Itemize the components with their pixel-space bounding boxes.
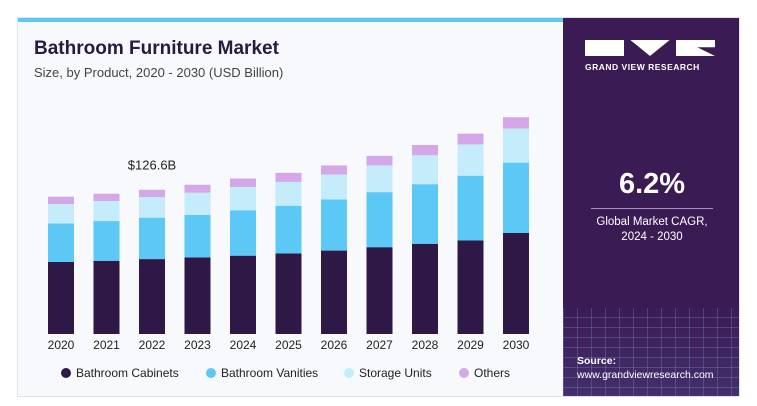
cagr-divider: [591, 208, 713, 209]
x-tick-2024: 2024: [230, 338, 257, 352]
logo-text: GRAND VIEW RESEARCH: [585, 62, 700, 72]
chart-card: Bathroom Furniture Market Size, by Produ…: [17, 17, 740, 397]
x-tick-2027: 2027: [366, 338, 393, 352]
bar-2022-cabinets: [139, 259, 165, 334]
bar-2020-cabinets: [48, 261, 74, 334]
bar-2023-others: [184, 184, 211, 193]
bar-2022-vanities: [139, 217, 165, 260]
bar-2030-storage: [503, 128, 529, 163]
bar-2026-others: [321, 165, 347, 175]
source-label: Source:: [577, 355, 617, 367]
chart-title: Bathroom Furniture Market: [34, 38, 279, 59]
x-tick-2020: 2020: [48, 338, 75, 352]
legend-label-cabinets: Bathroom Cabinets: [76, 366, 179, 380]
bar-2024-cabinets: [230, 255, 256, 334]
bar-2021-cabinets: [93, 260, 120, 334]
legend-label-storage: Storage Units: [359, 366, 432, 380]
cagr-value: 6.2%: [618, 168, 686, 200]
source-url: www.grandviewresearch.com: [577, 369, 714, 381]
x-tick-2028: 2028: [412, 338, 439, 352]
bar-2029-vanities: [457, 175, 484, 241]
bar-2026-storage: [321, 174, 347, 200]
bar-2029-others: [457, 133, 484, 145]
bar-2020-others: [48, 196, 74, 205]
bar-2028-vanities: [412, 184, 438, 244]
cagr-label-line2: 2024 - 2030: [621, 231, 683, 243]
info-panel: GRAND VIEW RESEARCH 6.2% Global Market C…: [563, 18, 739, 396]
legend-marker-others: [459, 368, 469, 378]
bar-2027-cabinets: [366, 247, 393, 334]
bar-2028-storage: [412, 155, 438, 185]
legend-label-others: Others: [474, 366, 510, 380]
bar-2027-vanities: [366, 192, 393, 248]
x-tick-2022: 2022: [139, 338, 166, 352]
bar-2024-vanities: [230, 210, 256, 256]
bar-2023-storage: [184, 192, 211, 215]
bar-2026-vanities: [321, 199, 347, 251]
bar-2020-storage: [48, 204, 74, 224]
cagr-label: Global Market CAGR, 2024 - 2030: [563, 215, 739, 245]
annotation-2022: $126.6B: [128, 158, 176, 173]
bar-2028-cabinets: [412, 243, 438, 334]
logo-mark-g: [585, 40, 625, 56]
bar-2029-storage: [457, 144, 484, 176]
x-tick-2030: 2030: [503, 338, 530, 352]
bar-2025-vanities: [275, 205, 302, 254]
bar-2027-storage: [366, 165, 393, 193]
bar-2028-others: [412, 145, 438, 156]
bar-2022-storage: [139, 197, 165, 218]
bar-2020-vanities: [48, 223, 74, 262]
x-tick-2025: 2025: [275, 338, 302, 352]
bar-2030-others: [503, 117, 529, 129]
x-tick-2029: 2029: [457, 338, 484, 352]
bar-2024-others: [230, 178, 256, 188]
bar-2022-others: [139, 189, 165, 198]
logo-mark-v: [630, 40, 670, 56]
grand-view-research-logo: GRAND VIEW RESEARCH: [585, 40, 715, 72]
decorative-grid: [563, 308, 739, 396]
cagr-label-line1: Global Market CAGR,: [596, 216, 708, 228]
bar-2030-vanities: [503, 162, 529, 233]
bar-2025-cabinets: [275, 253, 302, 334]
accent-bar: [18, 18, 563, 22]
legend-marker-cabinets: [61, 368, 71, 378]
bar-2023-vanities: [184, 214, 211, 258]
bar-2024-storage: [230, 187, 256, 211]
bar-2021-storage: [93, 201, 120, 222]
bar-2021-others: [93, 193, 120, 202]
x-tick-2021: 2021: [93, 338, 120, 352]
bar-2023-cabinets: [184, 257, 211, 334]
logo-mark-r: [675, 40, 715, 56]
x-tick-2026: 2026: [321, 338, 348, 352]
legend-label-vanities: Bathroom Vanities: [221, 366, 318, 380]
bar-2025-others: [275, 172, 302, 182]
x-tick-2023: 2023: [184, 338, 211, 352]
bar-2027-others: [366, 155, 393, 166]
bar-2021-vanities: [93, 221, 120, 261]
bar-2025-storage: [275, 181, 302, 206]
source-note: Source: www.grandviewresearch.com: [577, 354, 714, 382]
legend-marker-storage: [344, 368, 354, 378]
bar-2030-cabinets: [503, 232, 529, 334]
bar-2026-cabinets: [321, 250, 347, 334]
stacked-bar-chart: 2020 2021 2022 $126.6B 2023 2024 2025 2026 2027 2…: [48, 117, 530, 380]
chart-subtitle: Size, by Product, 2020 - 2030 (USD Billi…: [34, 65, 284, 80]
bar-2029-cabinets: [457, 240, 484, 334]
legend-marker-vanities: [206, 368, 216, 378]
